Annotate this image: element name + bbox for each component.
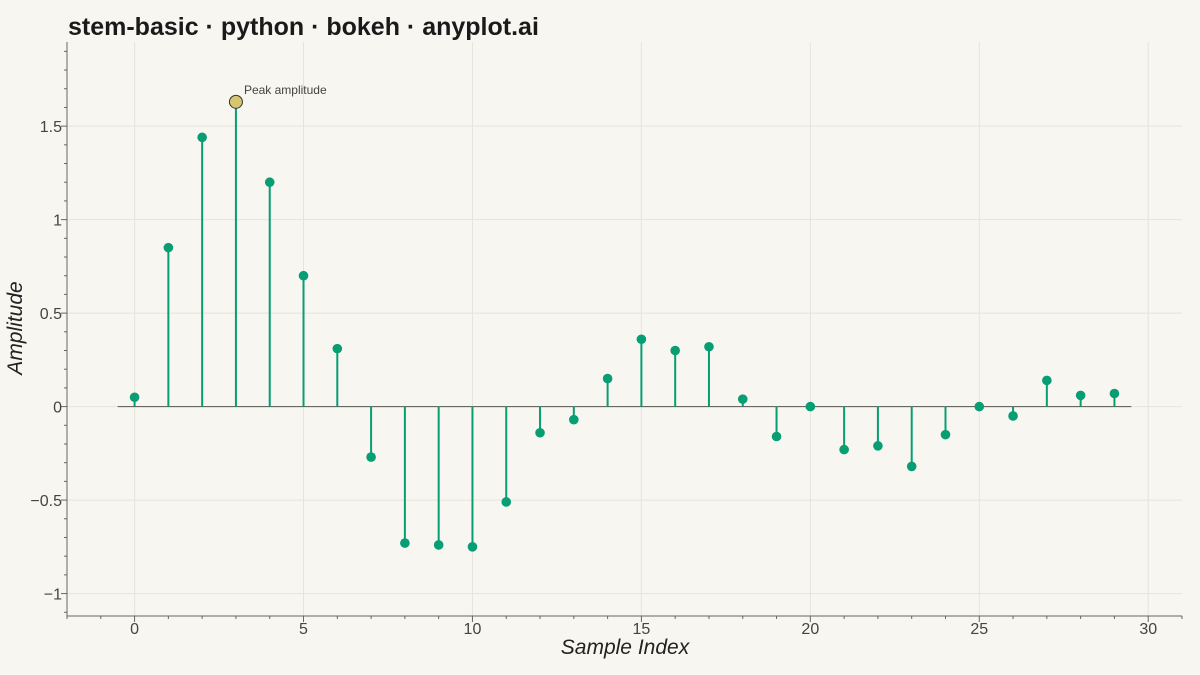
y-tick-label: 0 [53, 400, 62, 417]
stem-marker [264, 177, 275, 188]
stem-marker [940, 429, 951, 440]
x-tick-label: 0 [130, 621, 139, 638]
x-axis-label: Sample Index [561, 636, 691, 659]
stems [133, 101, 1116, 547]
stem-marker [1042, 375, 1052, 386]
stem-marker [805, 401, 816, 412]
grid [67, 42, 1182, 616]
stem-marker [670, 345, 680, 356]
y-tick-label: 0.5 [40, 306, 62, 323]
y-tick-label: −0.5 [30, 493, 62, 510]
x-tick-label: 5 [299, 621, 308, 638]
stem-marker [129, 392, 140, 403]
stem-marker [873, 441, 883, 451]
highlight-marker [228, 94, 243, 109]
x-tick-label: 30 [1139, 621, 1157, 638]
x-tick-label: 10 [464, 621, 482, 638]
stem-marker [569, 414, 579, 425]
stem-marker [501, 497, 512, 507]
stem-marker [197, 132, 207, 143]
stem-marker [602, 373, 613, 384]
stem-marker [298, 270, 309, 281]
stem-marker [771, 431, 782, 442]
stem-marker [1075, 390, 1086, 401]
axes: 0 5 10 15 20 25 30 −1 −0.5 0 0.5 1 1.5 [30, 42, 1183, 638]
stem-marker [163, 242, 174, 253]
stem-marker [906, 461, 917, 472]
stem-marker [332, 343, 343, 354]
stem-marker [366, 452, 376, 462]
stem-marker [839, 444, 849, 455]
stem-marker [974, 401, 985, 412]
stem-marker [535, 427, 545, 438]
stem-marker [1109, 388, 1120, 399]
stem-marker [636, 334, 647, 345]
stem-marker [1008, 411, 1018, 421]
highlight-annotation: Peak amplitude [244, 83, 327, 97]
y-axis-label: Amplitude [4, 281, 27, 376]
x-tick-label: 20 [801, 621, 819, 638]
x-tick-label: 25 [970, 621, 988, 638]
y-tick-label: 1.5 [40, 119, 62, 136]
stem-marker [400, 538, 410, 548]
x-tick-label: 15 [632, 621, 650, 638]
stem-marker [704, 341, 714, 352]
stem-marker [467, 542, 478, 552]
chart-title: stem-basic · python · bokeh · anyplot.ai [68, 13, 539, 41]
y-tick-label: −1 [44, 587, 62, 604]
stem-marker [737, 394, 748, 404]
markers: Peak amplitude [129, 83, 1120, 552]
stem-marker [433, 540, 444, 550]
y-tick-label: 1 [53, 213, 62, 230]
